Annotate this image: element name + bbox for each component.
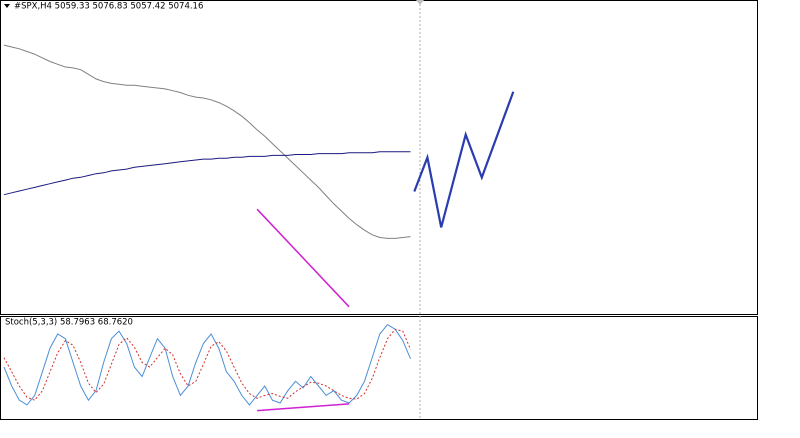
indicator-title: Stoch(5,3,3) 58.7963 68.7620 — [5, 318, 133, 328]
stoch-line — [3, 323, 411, 406]
cursor-marker — [416, 0, 424, 5]
chart-title: #SPX,H4 5059.33 5076.83 5057.42 5074.16 — [14, 2, 203, 12]
moving-average — [3, 151, 411, 196]
projection-path — [413, 91, 515, 228]
divergence-line — [257, 403, 350, 412]
marks-layer — [3, 44, 515, 412]
main-pane-frame — [0, 0, 758, 315]
stoch-line — [3, 328, 411, 401]
moving-average — [3, 44, 411, 239]
menu-icon — [4, 4, 10, 8]
labels-layer: #SPX,H4 5059.33 5076.83 5057.42 5074.16 … — [5, 2, 203, 328]
stoch-pane-frame — [0, 316, 758, 420]
divergence-line — [256, 208, 350, 308]
